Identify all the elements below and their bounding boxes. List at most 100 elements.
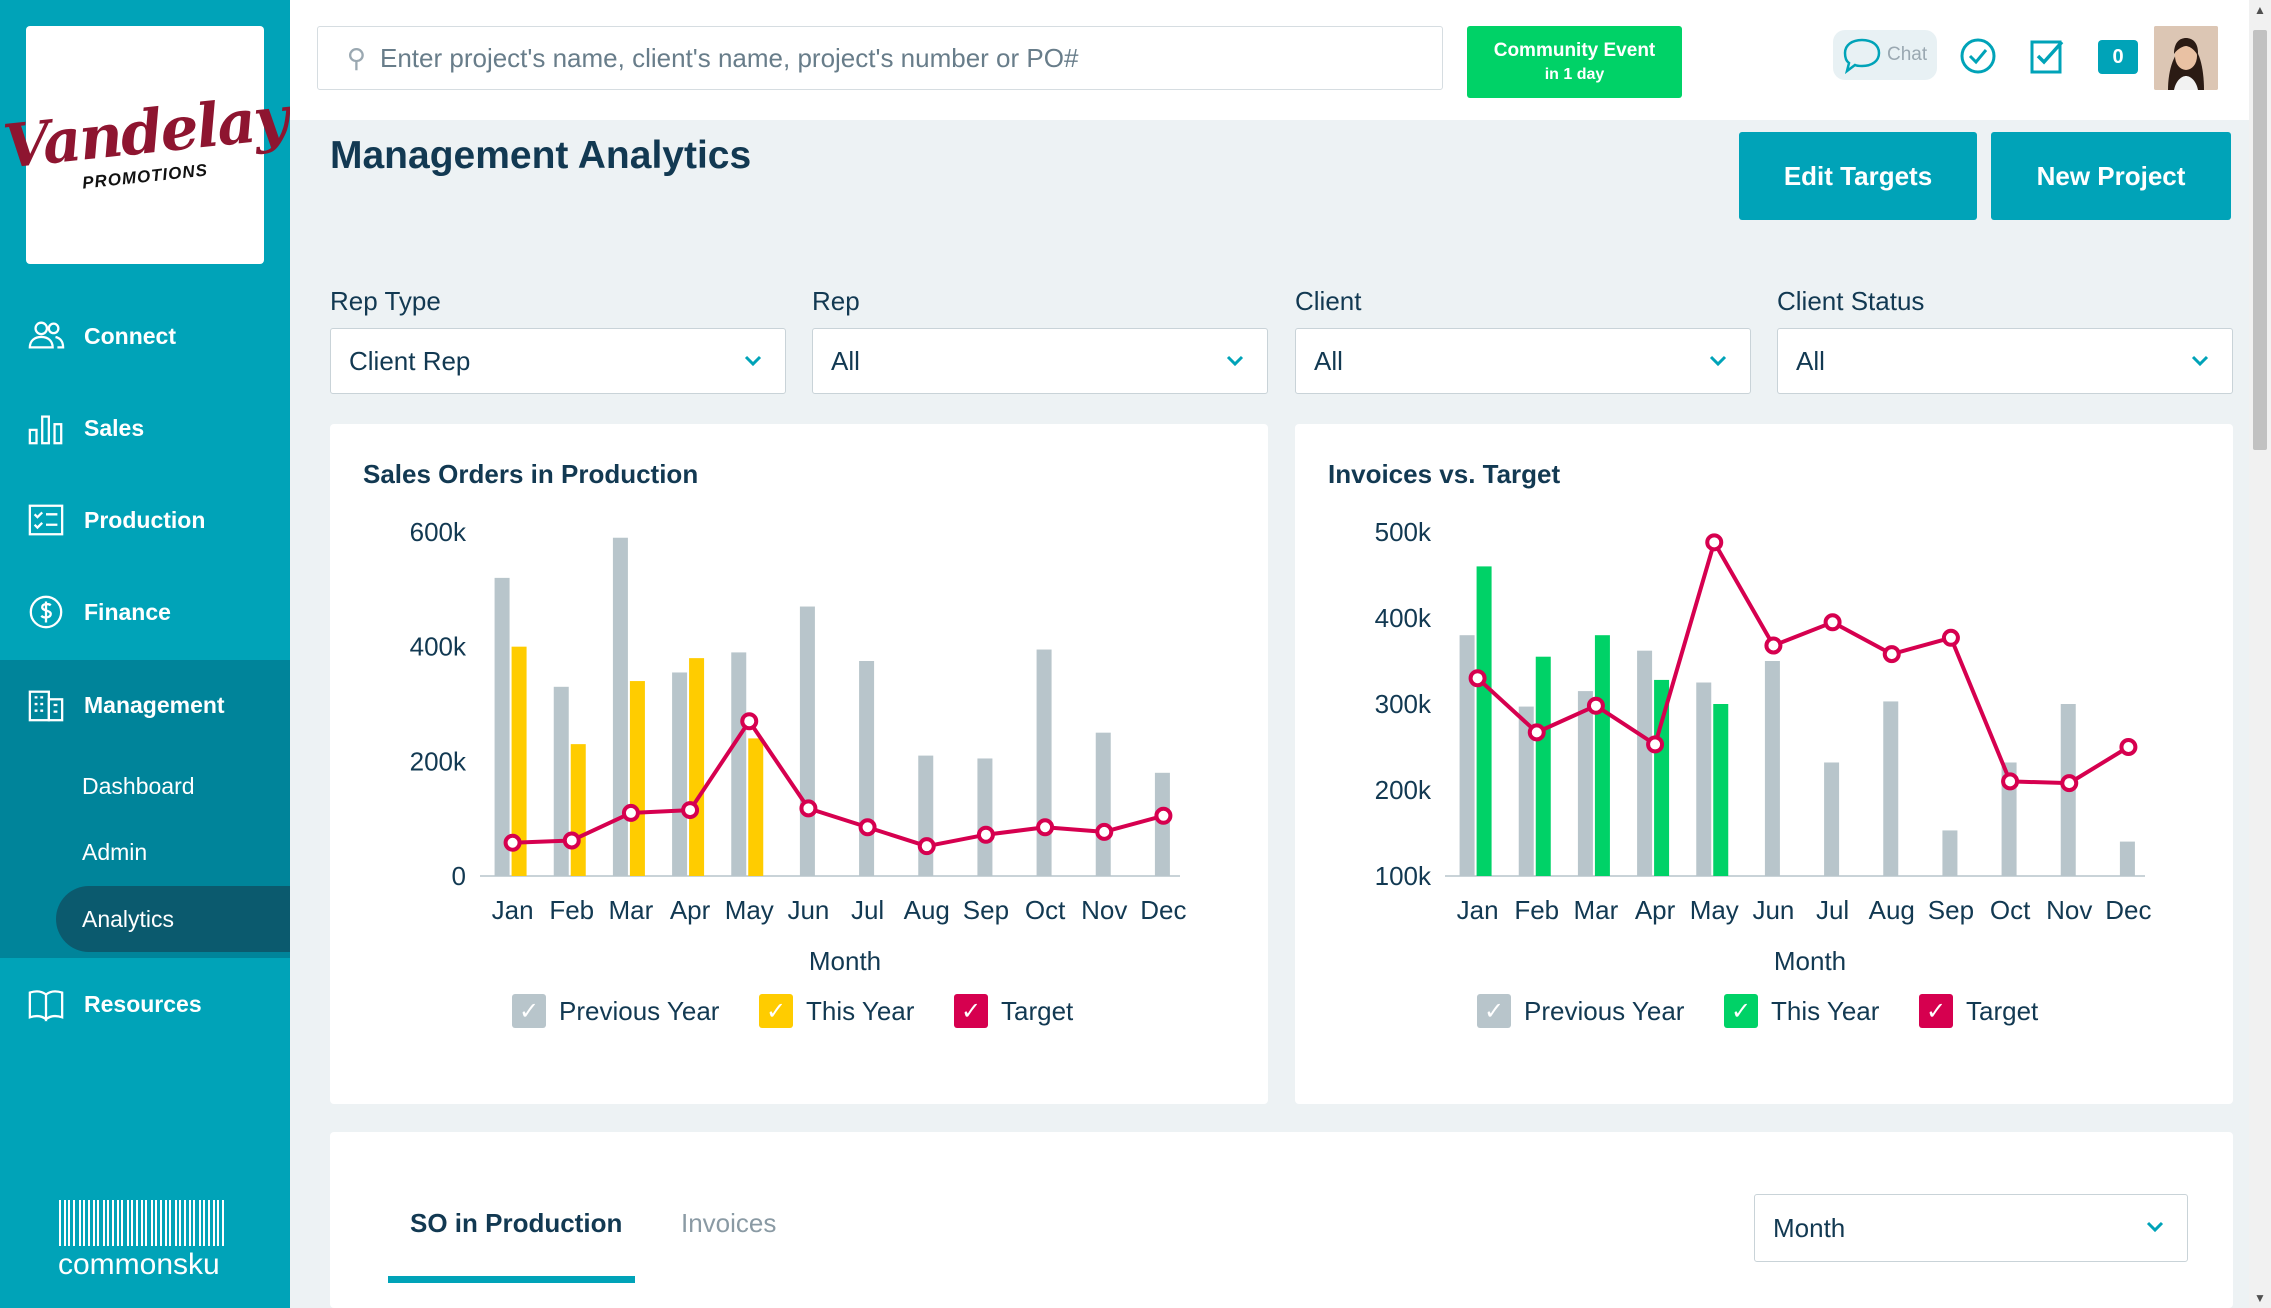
target-point [1764,636,1783,655]
y-tick-label: 200k [1375,775,1432,805]
client-select[interactable]: All [1295,328,1751,394]
chart-title: Invoices vs. Target [1328,459,1561,489]
task-edit-icon[interactable] [2028,36,2068,76]
legend-previous-year[interactable]: ✓ Previous Year [512,994,719,1028]
rep-select[interactable]: All [812,328,1268,394]
period-select[interactable]: Month [1754,1194,2188,1262]
checkbox-icon[interactable]: ✓ [1919,994,1953,1028]
x-axis-label: Month [1774,946,1846,976]
bar-previous-year [1095,732,1111,876]
search-box[interactable]: ⚲ [317,26,1443,90]
x-tick-label: Feb [549,895,594,925]
x-tick-label: Jul [1816,895,1849,925]
bar-previous-year [1764,661,1780,876]
nav-label: Sales [84,414,145,441]
x-tick-label: Sep [1928,895,1974,925]
select-value: All [1796,345,1825,376]
nav-label: Management [84,691,225,718]
nav-finance[interactable]: Finance [0,572,290,652]
filter-label-rep: Rep [812,286,860,316]
y-tick-label: 300k [1375,689,1432,719]
x-tick-label: Mar [1574,895,1619,925]
edit-targets-button[interactable]: Edit Targets [1739,132,1977,220]
page-scrollbar[interactable]: ▲ ▼ [2249,0,2271,1308]
checkbox-icon[interactable]: ✓ [1477,994,1511,1028]
x-tick-label: Aug [1869,895,1915,925]
x-tick-label: Dec [2105,895,2151,925]
event-subtitle: in 1 day [1544,66,1605,83]
tab-invoices[interactable]: Invoices [681,1208,777,1238]
nav-production[interactable]: Production [0,480,290,560]
target-point [1095,822,1114,841]
chat-button[interactable]: Chat [1833,30,1937,80]
notification-badge[interactable]: 0 [2098,40,2138,74]
target-line [1476,540,2130,786]
filter-label-client: Client [1295,286,1362,316]
legend-label: Target [1966,995,2039,1026]
select-value: All [831,345,860,376]
nav-connect[interactable]: Connect [0,296,290,376]
community-event-button[interactable]: Community Event in 1 day [1467,26,1682,98]
target-point [917,837,936,856]
legend-label: Target [1001,995,1074,1026]
chevron-down-icon [744,355,762,367]
target-point [1586,696,1605,715]
footer-logo-text: commonsku [58,1248,220,1281]
x-tick-label: Sep [963,895,1009,925]
check-circle-icon[interactable] [1958,36,1998,76]
active-tab-indicator [388,1276,635,1283]
target-point [2001,772,2020,791]
checkbox-icon[interactable]: ✓ [759,994,793,1028]
bar-chart-icon [26,408,66,448]
select-value: All [1314,345,1343,376]
x-tick-label: Aug [904,895,950,925]
y-tick-label: 0 [452,861,466,891]
target-point [1646,735,1665,754]
target-point [1154,806,1173,825]
commonsku-logo: commonsku [58,1200,224,1281]
subnav-admin[interactable]: Admin [82,838,148,865]
legend-label: This Year [1771,995,1880,1026]
nav-sales[interactable]: Sales [0,388,290,468]
building-icon [26,685,66,725]
checklist-icon [26,500,66,540]
legend-previous-year[interactable]: ✓ Previous Year [1477,994,1684,1028]
x-tick-label: Mar [609,895,654,925]
bar-previous-year [1637,650,1653,876]
legend-target[interactable]: ✓ Target [954,994,1073,1028]
target-point [1036,818,1055,837]
bar-this-year [748,738,764,876]
scroll-down-icon[interactable]: ▼ [2254,1291,2266,1305]
nav-management[interactable]: Management [0,665,290,745]
bar-previous-year [1459,635,1475,876]
new-project-button[interactable]: New Project [1991,132,2231,220]
search-input[interactable] [380,42,1420,74]
sales-orders-chart: 0 200k 400k 600k Jan Feb Mar Apr May Jun Jul Aug Sep… [410,517,1187,976]
target-point [1468,669,1487,688]
chevron-down-icon [1709,355,1727,367]
checkbox-icon[interactable]: ✓ [512,994,546,1028]
legend-this-year[interactable]: ✓ This Year [1724,994,1879,1028]
company-logo[interactable]: Vandelay PROMOTIONS [0,26,290,264]
legend-this-year[interactable]: ✓ This Year [759,994,914,1028]
nav-resources[interactable]: Resources [0,964,290,1044]
active-indicator [56,886,290,952]
checkbox-icon[interactable]: ✓ [954,994,988,1028]
client-status-select[interactable]: All [1777,328,2233,394]
nav-label: Resources [84,990,202,1017]
bar-previous-year [2119,841,2135,876]
chevron-down-icon [2191,355,2209,367]
tab-so-in-production[interactable]: SO in Production [410,1208,623,1238]
checkbox-icon[interactable]: ✓ [1724,994,1758,1028]
y-tick-label: 500k [1375,517,1432,547]
target-point [1705,533,1724,552]
scroll-thumb[interactable] [2253,30,2267,450]
rep-type-select[interactable]: Client Rep [330,328,786,394]
user-avatar[interactable] [2154,26,2218,90]
subnav-analytics[interactable]: Analytics [82,905,175,932]
subnav-dashboard[interactable]: Dashboard [82,772,195,799]
bar-this-year [511,646,527,876]
legend-target[interactable]: ✓ Target [1919,994,2038,1028]
bar-previous-year [2001,762,2017,876]
scroll-up-icon[interactable]: ▲ [2254,3,2266,17]
